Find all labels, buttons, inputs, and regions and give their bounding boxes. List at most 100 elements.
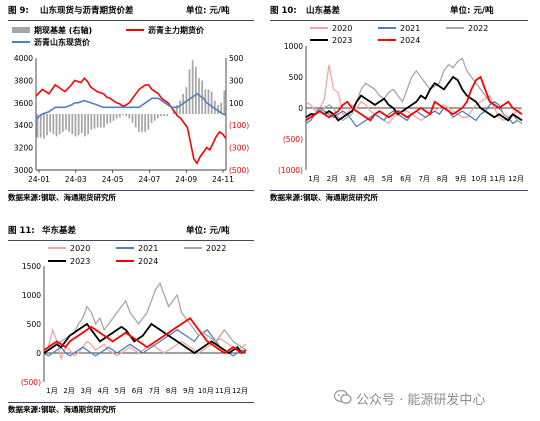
basis-bar: [61, 114, 64, 132]
basis-bar: [163, 114, 166, 117]
basis-bar: [223, 90, 226, 114]
figure-10: 图 10: 山东基差 单位: 元/吨 (1000) (500) 0 500 1000 1月…: [270, 4, 528, 204]
figure-title: 华东基差: [42, 226, 77, 236]
x-tick-label: 7月: [418, 175, 429, 183]
series-line-1: [35, 92, 227, 121]
x-tick-label: 4月: [363, 175, 374, 183]
figure-11: 图 11: 华东基差 单位: 元/吨 (500) 0 500 1000 1500 1月 2月…: [8, 224, 254, 419]
series-line-2021: [43, 328, 247, 357]
basis-bar: [65, 114, 67, 130]
basis-bar: [39, 114, 42, 138]
x-tick-label: 24-03: [65, 175, 87, 184]
x-tick-label: 1月: [46, 387, 57, 395]
basis-bar: [36, 114, 39, 138]
header-rule: [8, 240, 254, 241]
chart-spot-vs-futures: 3000 3200 3400 3600 3800 4000 (500) (300) (100) 1…: [12, 25, 249, 184]
basis-bar: [128, 114, 131, 119]
series-line-0: [35, 76, 227, 165]
y-tick-label: (500): [21, 378, 41, 387]
x-tick-label: 6月: [400, 175, 411, 183]
y-tick-label: 0: [298, 104, 303, 113]
x-tick-label: 8月: [437, 175, 448, 183]
y-tick-label: 1500: [22, 262, 41, 271]
basis-bar: [210, 91, 213, 114]
x-tick-label: 5月: [115, 387, 126, 395]
legend-label: 2020: [70, 244, 90, 253]
basis-bar: [77, 114, 80, 136]
x-tick-label: 10月: [471, 175, 487, 183]
left-tick-label: 3800: [14, 76, 33, 85]
basis-bar: [103, 114, 105, 128]
series-line-2022: [305, 57, 523, 125]
basis-bar: [109, 114, 112, 123]
basis-bar: [55, 114, 58, 137]
y-tick-label: 1000: [284, 42, 303, 51]
basis-bar: [166, 114, 169, 117]
basis-bar: [68, 114, 71, 132]
legend-label: 2024: [138, 257, 158, 266]
legend-label: 2021: [400, 24, 420, 33]
basis-bar: [160, 114, 162, 117]
basis-bar: [150, 114, 153, 123]
figure-source: 数据来源:钢联、海通期货研究所: [8, 405, 116, 414]
basis-bar: [52, 114, 55, 135]
basis-bar: [96, 114, 99, 128]
x-tick-label: 9月: [183, 387, 194, 395]
legend-label: 2021: [138, 244, 158, 253]
legend-label: 2022: [206, 244, 226, 253]
footer-rule: [8, 402, 254, 403]
basis-bar: [134, 114, 137, 128]
figure-title: 山东现货与沥青期货价差: [40, 6, 134, 16]
right-tick-label: (300): [229, 144, 249, 153]
basis-bar: [137, 114, 140, 132]
basis-bar: [153, 114, 156, 121]
x-tick-label: 7月: [149, 387, 160, 395]
basis-bar: [144, 114, 147, 132]
figure-9: 图 9: 山东现货与沥青期货价差 单位: 元/吨 3000 3200 3400 360…: [8, 4, 254, 204]
basis-bar: [42, 114, 45, 139]
basis-bar: [106, 114, 109, 125]
series-line-2023: [305, 75, 523, 122]
y-tick-label: 500: [27, 320, 42, 329]
right-tick-label: 300: [229, 76, 244, 85]
x-tick-label: 11月: [215, 387, 231, 395]
x-tick-label: 24-09: [175, 175, 197, 184]
x-tick-label: 3月: [80, 387, 91, 395]
x-tick-label: 24-11: [212, 175, 234, 184]
basis-bar: [213, 100, 216, 114]
basis-bar: [191, 60, 194, 114]
x-tick-label: 5月: [382, 175, 393, 183]
y-tick-label: 500: [289, 73, 304, 82]
basis-bar: [71, 114, 74, 135]
x-tick-label: 11月: [490, 175, 506, 183]
legend-label: 期现基差 (右轴): [34, 25, 92, 35]
y-tick-label: (1000): [278, 166, 303, 175]
right-tick-label: (500): [229, 166, 249, 175]
basis-bar: [220, 102, 223, 114]
basis-bar: [74, 114, 77, 137]
x-tick-label: 3月: [345, 175, 356, 183]
basis-bar: [141, 114, 143, 132]
basis-bar: [175, 105, 178, 114]
y-tick-label: (500): [283, 135, 303, 144]
x-tick-label: 1月: [308, 175, 319, 183]
header-rule: [270, 20, 528, 21]
figure-header: 图 11: 华东基差 单位: 元/吨: [8, 224, 254, 241]
basis-bar: [179, 100, 181, 114]
basis-bar: [217, 105, 219, 114]
figure-unit: 单位: 元/吨: [186, 226, 230, 236]
basis-bar: [188, 69, 191, 114]
basis-bar: [156, 114, 159, 119]
left-tick-label: 3000: [14, 166, 33, 175]
series-line-2022: [43, 282, 247, 354]
legend-label: 沥青山东现货价: [34, 37, 91, 47]
basis-bar: [122, 114, 124, 116]
figure-title: 山东基差: [306, 6, 341, 16]
figure-unit: 单位: 元/吨: [186, 6, 230, 16]
watermark-text: 公众号 · 能源研发中心: [356, 393, 486, 408]
x-tick-label: 4月: [98, 387, 109, 395]
footer-rule: [8, 190, 254, 191]
y-tick-label: 1000: [22, 291, 41, 300]
right-tick-label: (100): [229, 121, 249, 130]
series-line-2024: [305, 75, 523, 122]
